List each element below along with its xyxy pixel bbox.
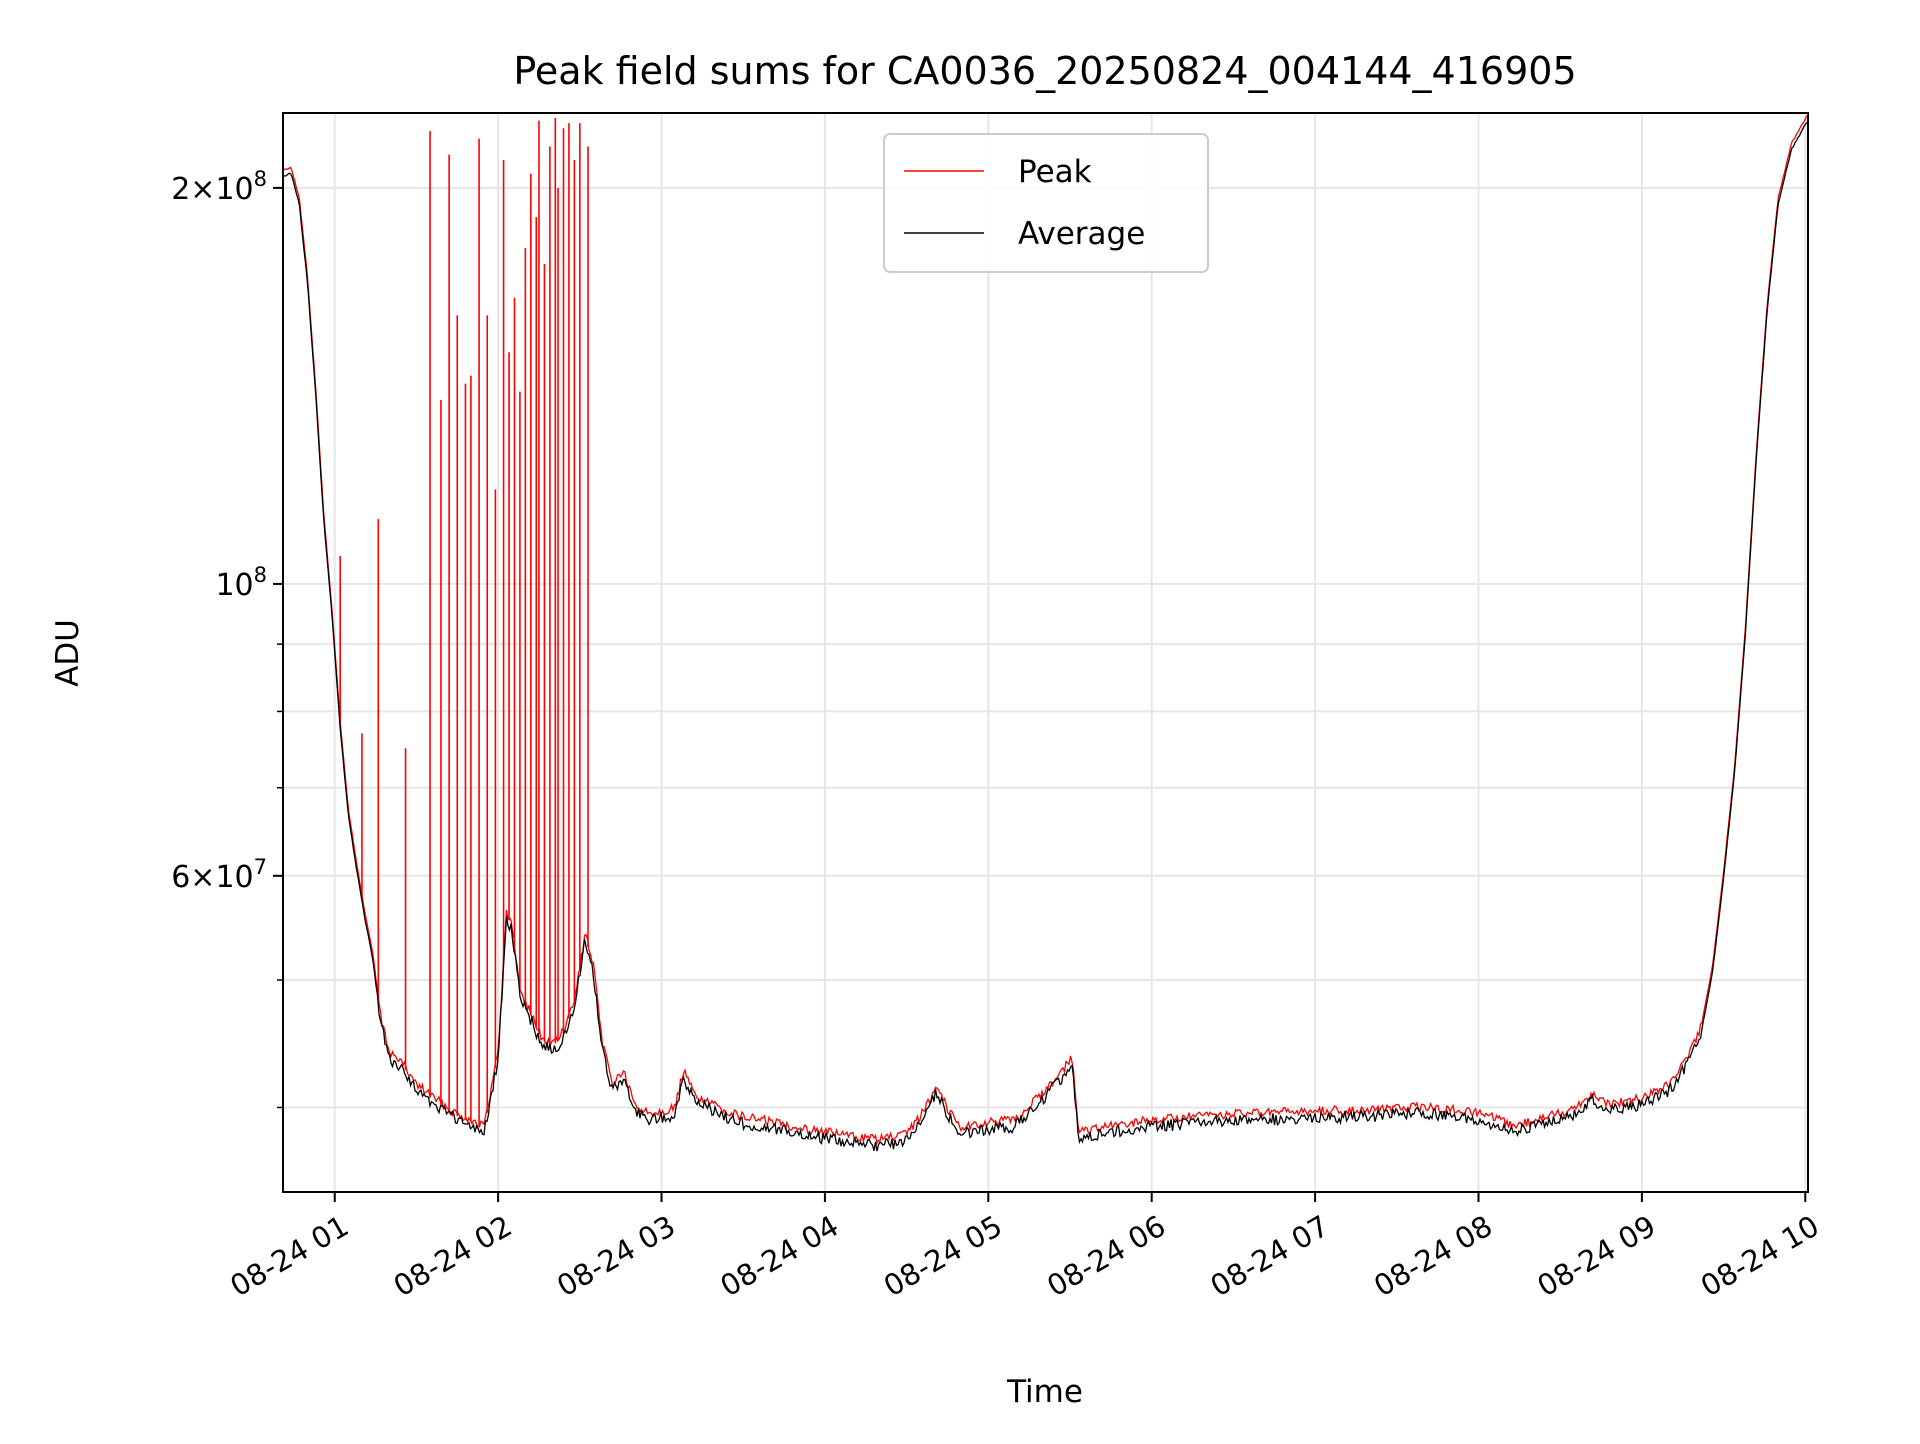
y-tick-label: 6×107 — [171, 855, 267, 895]
y-axis-label: ADU — [50, 619, 86, 687]
legend-label-average: Average — [1018, 216, 1145, 252]
y-axis: 2×108 108 6×107 — [171, 167, 283, 1109]
legend-box — [883, 133, 1209, 273]
grid — [283, 113, 1808, 1192]
chart-title: Peak field sums for CA0036_20250824_0041… — [513, 49, 1576, 93]
y-tick-label: 2×108 — [171, 167, 267, 207]
y-tick-label: 108 — [215, 563, 267, 603]
average-series — [282, 121, 1808, 1152]
peak-line — [282, 115, 1808, 1145]
legend-label-peak: Peak — [1018, 154, 1092, 190]
legend: Peak Average — [883, 133, 1209, 273]
x-axis-label: Time — [1006, 1374, 1083, 1410]
peak-series — [282, 115, 1808, 1145]
plot-frame — [282, 112, 1809, 1193]
average-line — [282, 121, 1808, 1152]
